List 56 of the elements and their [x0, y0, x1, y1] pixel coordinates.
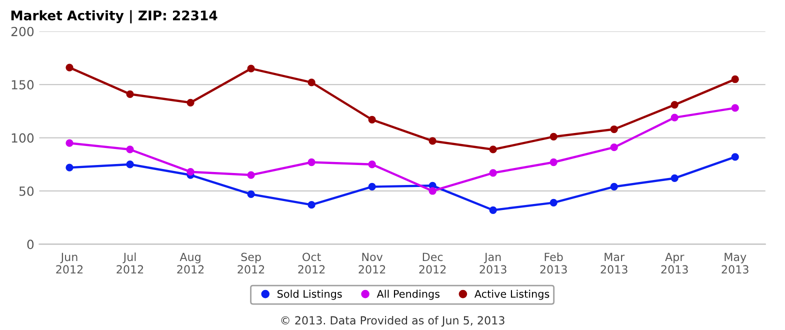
legend-label: All Pendings — [376, 290, 440, 300]
point — [247, 190, 255, 198]
y-tick-label: 0 — [27, 240, 34, 250]
x-tick-label: Nov 2012 — [358, 252, 386, 274]
point — [670, 174, 678, 182]
point — [550, 132, 558, 141]
point — [428, 187, 436, 195]
x-tick-label: Jan 2013 — [480, 252, 506, 274]
point — [368, 160, 376, 168]
point — [550, 198, 558, 207]
point — [186, 98, 194, 106]
point — [670, 114, 678, 122]
point — [66, 64, 74, 72]
x-tick-label: Aug 2012 — [177, 252, 204, 274]
point — [186, 168, 194, 176]
point — [489, 206, 497, 214]
point — [126, 146, 134, 154]
point — [489, 169, 497, 177]
point — [428, 137, 436, 145]
point — [66, 139, 74, 147]
point — [550, 158, 558, 166]
point — [126, 160, 134, 168]
point — [126, 90, 134, 98]
point — [247, 64, 255, 72]
point — [368, 182, 376, 191]
point — [308, 201, 316, 209]
x-tick-label: Feb 2013 — [540, 252, 567, 274]
text: © 2013. Data Provided as of Jun 5, 2013 — [281, 316, 504, 327]
point — [66, 164, 74, 172]
x-tick-label: Sep 2012 — [238, 252, 264, 274]
point — [308, 158, 316, 166]
x-tick-label: Jul 2012 — [116, 252, 144, 274]
chart-title: Market Activity | ZIP: 22314 — [11, 10, 218, 24]
x-tick-label: Apr 2013 — [661, 252, 688, 274]
point — [731, 153, 739, 161]
y-tick-label: 150 — [12, 80, 34, 90]
point — [489, 146, 497, 154]
legend-label: Active Listings — [474, 290, 550, 300]
x-tick-label: Dec 2012 — [419, 252, 446, 274]
point — [610, 125, 618, 134]
point — [247, 171, 255, 179]
point — [731, 104, 739, 112]
point — [610, 182, 618, 191]
x-tick-label: Jun 2012 — [56, 252, 83, 274]
legend-label: Sold Listings — [278, 290, 342, 300]
point — [731, 75, 739, 84]
point — [308, 78, 316, 86]
x-tick-label: Oct 2012 — [298, 252, 325, 274]
y-tick-label: 100 — [12, 133, 34, 143]
point — [670, 100, 678, 109]
point — [610, 144, 618, 152]
y-tick-label: 200 — [11, 26, 34, 36]
x-tick-label: May 2013 — [722, 252, 748, 274]
y-tick-label: 50 — [19, 186, 34, 196]
x-tick-label: Mar 2013 — [600, 252, 628, 274]
point — [368, 116, 376, 124]
